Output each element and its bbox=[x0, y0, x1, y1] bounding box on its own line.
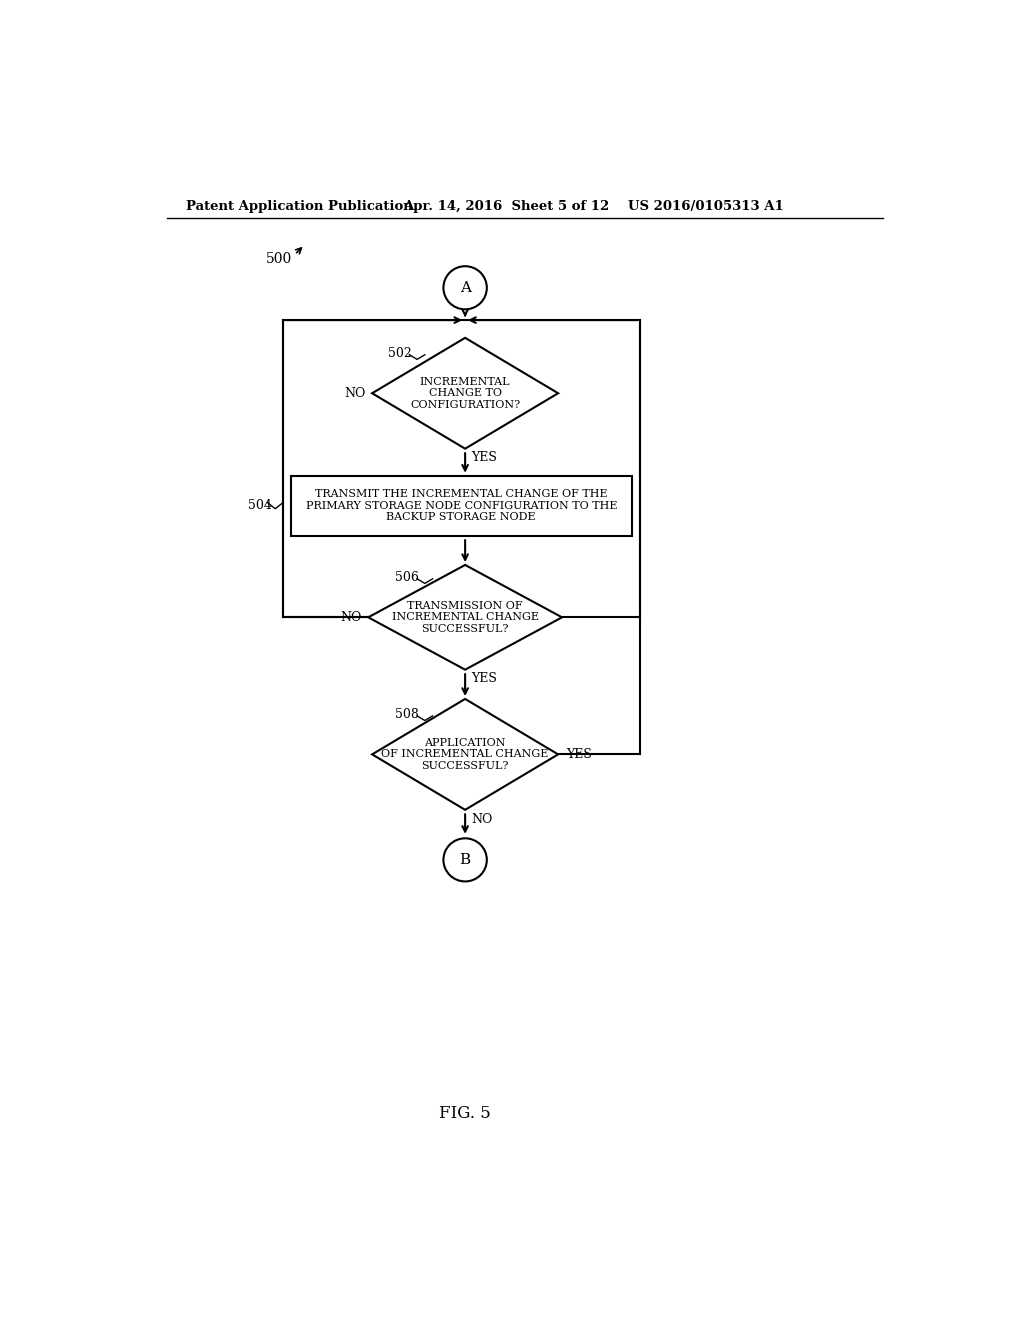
Bar bbox=[291, 475, 632, 536]
Text: YES: YES bbox=[471, 451, 498, 465]
Bar bbox=[283, 321, 640, 616]
Polygon shape bbox=[372, 338, 558, 449]
Text: 506: 506 bbox=[395, 570, 419, 583]
Text: US 2016/0105313 A1: US 2016/0105313 A1 bbox=[628, 199, 783, 213]
Text: TRANSMISSION OF
INCREMENTAL CHANGE
SUCCESSFUL?: TRANSMISSION OF INCREMENTAL CHANGE SUCCE… bbox=[391, 601, 539, 634]
Text: 504: 504 bbox=[248, 499, 272, 512]
Text: INCREMENTAL
CHANGE TO
CONFIGURATION?: INCREMENTAL CHANGE TO CONFIGURATION? bbox=[410, 376, 520, 409]
Text: 502: 502 bbox=[388, 347, 412, 360]
Text: YES: YES bbox=[471, 672, 498, 685]
Text: A: A bbox=[460, 281, 471, 294]
Text: Patent Application Publication: Patent Application Publication bbox=[186, 199, 413, 213]
Text: YES: YES bbox=[566, 748, 592, 760]
Text: NO: NO bbox=[471, 813, 493, 825]
Text: NO: NO bbox=[344, 387, 366, 400]
Text: B: B bbox=[460, 853, 471, 867]
Polygon shape bbox=[369, 565, 562, 669]
Circle shape bbox=[443, 838, 486, 882]
Text: FIG. 5: FIG. 5 bbox=[439, 1105, 490, 1122]
Text: TRANSMIT THE INCREMENTAL CHANGE OF THE
PRIMARY STORAGE NODE CONFIGURATION TO THE: TRANSMIT THE INCREMENTAL CHANGE OF THE P… bbox=[305, 490, 617, 523]
Text: 508: 508 bbox=[395, 708, 419, 721]
Polygon shape bbox=[372, 700, 558, 810]
Text: 500: 500 bbox=[266, 252, 292, 265]
Text: APPLICATION
OF INCREMENTAL CHANGE
SUCCESSFUL?: APPLICATION OF INCREMENTAL CHANGE SUCCES… bbox=[381, 738, 549, 771]
Text: Apr. 14, 2016  Sheet 5 of 12: Apr. 14, 2016 Sheet 5 of 12 bbox=[403, 199, 609, 213]
Text: NO: NO bbox=[341, 611, 362, 624]
